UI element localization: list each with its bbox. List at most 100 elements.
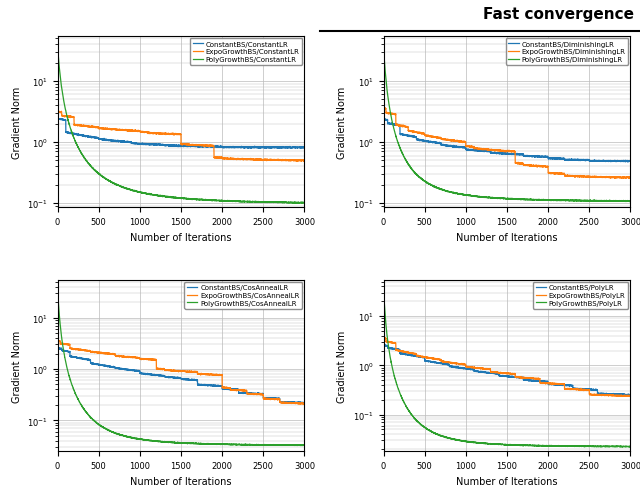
ConstantBS/CosAnnealLR (103, 363, 111, 369)
ExpoGrowthBS/DiminishingLR (461, 140, 469, 146)
PolyGrowthBS/ConstantLR (289, 201, 296, 206)
ConstantBS/DiminishingLR (499, 151, 506, 157)
ExpoGrowthBS/CosAnnealLR (136, 355, 143, 361)
PolyGrowthBS/DiminishingLR (380, 43, 387, 49)
ConstantBS/CosAnnealLR (289, 400, 297, 406)
ExpoGrowthBS/DiminishingLR (499, 148, 506, 154)
Text: Fast convergence: Fast convergence (483, 7, 634, 22)
PolyGrowthBS/CosAnnealLR (152, 439, 160, 445)
ExpoGrowthBS/CosAnnealLR (54, 338, 61, 344)
PolyGrowthBS/CosAnnealLR (54, 285, 61, 291)
Line: ExpoGrowthBS/DiminishingLR: ExpoGrowthBS/DiminishingLR (383, 109, 630, 179)
ExpoGrowthBS/CosAnnealLR (54, 338, 62, 344)
ExpoGrowthBS/PolyLR (616, 393, 623, 399)
ExpoGrowthBS/DiminishingLR (627, 176, 634, 182)
Line: ConstantBS/CosAnnealLR: ConstantBS/CosAnnealLR (58, 348, 305, 404)
PolyGrowthBS/ConstantLR (301, 201, 308, 206)
ConstantBS/PolyLR (499, 373, 506, 379)
Legend: ConstantBS/ConstantLR, ExpoGrowthBS/ConstantLR, PolyGrowthBS/ConstantLR: ConstantBS/ConstantLR, ExpoGrowthBS/Cons… (190, 39, 303, 66)
ExpoGrowthBS/CosAnnealLR (289, 401, 297, 407)
ExpoGrowthBS/ConstantLR (58, 109, 65, 115)
ConstantBS/PolyLR (429, 359, 436, 365)
ConstantBS/DiminishingLR (627, 159, 634, 165)
Y-axis label: Gradient Norm: Gradient Norm (12, 330, 22, 402)
ExpoGrowthBS/ConstantLR (204, 143, 211, 149)
ExpoGrowthBS/CosAnnealLR (103, 351, 111, 357)
ExpoGrowthBS/ConstantLR (172, 132, 180, 138)
Line: PolyGrowthBS/ConstantLR: PolyGrowthBS/ConstantLR (58, 46, 305, 203)
PolyGrowthBS/ConstantLR (204, 198, 211, 203)
ExpoGrowthBS/DiminishingLR (616, 175, 623, 181)
PolyGrowthBS/DiminishingLR (478, 195, 486, 201)
ConstantBS/ConstantLR (152, 142, 160, 148)
Line: ExpoGrowthBS/ConstantLR: ExpoGrowthBS/ConstantLR (58, 112, 305, 162)
PolyGrowthBS/CosAnnealLR (136, 436, 143, 442)
ConstantBS/ConstantLR (172, 143, 180, 149)
ConstantBS/ConstantLR (204, 144, 211, 150)
ExpoGrowthBS/ConstantLR (294, 159, 301, 165)
PolyGrowthBS/CosAnnealLR (204, 441, 211, 447)
PolyGrowthBS/PolyLR (627, 444, 634, 450)
ExpoGrowthBS/DiminishingLR (380, 106, 388, 112)
X-axis label: Number of Iterations: Number of Iterations (131, 232, 232, 242)
ConstantBS/CosAnnealLR (172, 375, 180, 381)
Y-axis label: Gradient Norm: Gradient Norm (12, 86, 22, 158)
PolyGrowthBS/ConstantLR (54, 43, 61, 49)
ConstantBS/DiminishingLR (380, 117, 388, 122)
PolyGrowthBS/ConstantLR (172, 195, 180, 201)
ConstantBS/PolyLR (478, 369, 486, 375)
PolyGrowthBS/CosAnnealLR (289, 442, 297, 448)
ExpoGrowthBS/ConstantLR (54, 110, 61, 116)
ConstantBS/PolyLR (627, 392, 634, 398)
ConstantBS/ConstantLR (301, 145, 308, 151)
PolyGrowthBS/DiminishingLR (627, 199, 634, 204)
ExpoGrowthBS/CosAnnealLR (152, 357, 160, 363)
Legend: ConstantBS/PolyLR, ExpoGrowthBS/PolyLR, PolyGrowthBS/PolyLR: ConstantBS/PolyLR, ExpoGrowthBS/PolyLR, … (533, 282, 628, 309)
PolyGrowthBS/DiminishingLR (461, 192, 469, 198)
PolyGrowthBS/PolyLR (429, 429, 436, 435)
ExpoGrowthBS/CosAnnealLR (204, 371, 211, 377)
ConstantBS/CosAnnealLR (152, 372, 160, 378)
ExpoGrowthBS/CosAnnealLR (301, 401, 308, 407)
Y-axis label: Gradient Norm: Gradient Norm (337, 86, 348, 158)
ConstantBS/DiminishingLR (616, 159, 623, 164)
Legend: ConstantBS/CosAnnealLR, ExpoGrowthBS/CosAnnealLR, PolyGrowthBS/CosAnnealLR: ConstantBS/CosAnnealLR, ExpoGrowthBS/Cos… (184, 282, 303, 309)
ConstantBS/CosAnnealLR (301, 400, 308, 406)
ExpoGrowthBS/DiminishingLR (478, 147, 486, 153)
ExpoGrowthBS/PolyLR (380, 335, 387, 341)
ExpoGrowthBS/PolyLR (627, 393, 634, 399)
ConstantBS/DiminishingLR (623, 160, 631, 165)
ConstantBS/PolyLR (461, 366, 469, 371)
ExpoGrowthBS/PolyLR (461, 363, 469, 368)
PolyGrowthBS/PolyLR (529, 443, 537, 448)
ExpoGrowthBS/DiminishingLR (612, 176, 620, 182)
ExpoGrowthBS/ConstantLR (301, 158, 308, 163)
ExpoGrowthBS/CosAnnealLR (300, 401, 307, 407)
ExpoGrowthBS/PolyLR (619, 394, 627, 400)
PolyGrowthBS/PolyLR (478, 441, 486, 447)
Line: ExpoGrowthBS/PolyLR: ExpoGrowthBS/PolyLR (383, 338, 630, 397)
PolyGrowthBS/CosAnnealLR (297, 443, 305, 448)
ConstantBS/PolyLR (380, 343, 387, 348)
ExpoGrowthBS/DiminishingLR (429, 135, 436, 141)
PolyGrowthBS/CosAnnealLR (103, 426, 111, 432)
PolyGrowthBS/ConstantLR (136, 190, 143, 196)
ConstantBS/ConstantLR (54, 116, 61, 122)
PolyGrowthBS/PolyLR (461, 439, 469, 445)
PolyGrowthBS/PolyLR (499, 442, 506, 447)
ConstantBS/CosAnnealLR (55, 345, 63, 351)
ExpoGrowthBS/PolyLR (478, 366, 486, 371)
ConstantBS/ConstantLR (136, 142, 143, 147)
Y-axis label: Gradient Norm: Gradient Norm (337, 330, 348, 402)
PolyGrowthBS/CosAnnealLR (301, 442, 308, 448)
ConstantBS/DiminishingLR (380, 117, 387, 123)
Legend: ConstantBS/DiminishingLR, ExpoGrowthBS/DiminishingLR, PolyGrowthBS/DiminishingLR: ConstantBS/DiminishingLR, ExpoGrowthBS/D… (506, 39, 628, 66)
ExpoGrowthBS/ConstantLR (136, 129, 143, 135)
ExpoGrowthBS/PolyLR (529, 376, 537, 382)
ConstantBS/ConstantLR (241, 146, 248, 152)
ConstantBS/CosAnnealLR (204, 383, 211, 388)
Line: PolyGrowthBS/CosAnnealLR: PolyGrowthBS/CosAnnealLR (58, 288, 305, 446)
Line: ExpoGrowthBS/CosAnnealLR: ExpoGrowthBS/CosAnnealLR (58, 341, 305, 404)
PolyGrowthBS/DiminishingLR (616, 199, 623, 204)
PolyGrowthBS/ConstantLR (152, 193, 160, 199)
